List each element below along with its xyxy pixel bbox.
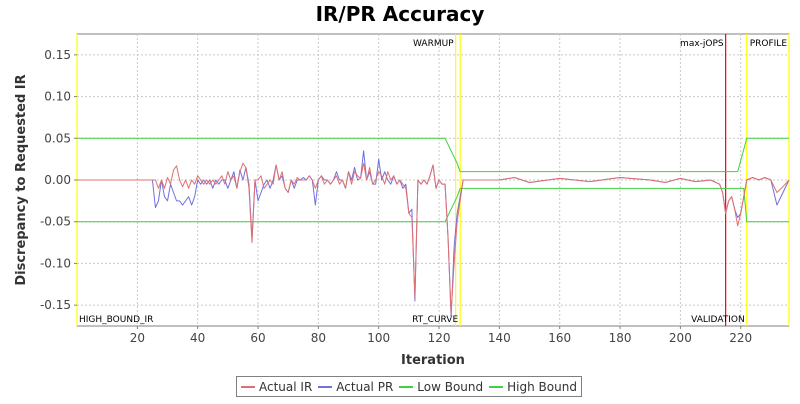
- legend-swatch-actual-ir: [241, 385, 255, 388]
- legend-item-actual-pr: Actual PR: [318, 380, 393, 394]
- x-tick-label: 80: [311, 331, 326, 345]
- marker-label: PROFILE: [750, 39, 788, 49]
- x-tick-label: 220: [729, 331, 752, 345]
- legend-swatch-high-bound: [489, 385, 504, 388]
- legend-swatch-low-bound: [399, 385, 414, 388]
- series-line-low-bound: [77, 187, 789, 223]
- x-tick-label: 40: [190, 331, 205, 345]
- marker-label: VALIDATION: [691, 315, 745, 325]
- legend-swatch-actual-pr: [318, 385, 333, 388]
- legend-label-low-bound: Low Bound: [417, 379, 484, 394]
- y-axis-title: Discrepancy to Requested IR: [14, 74, 29, 285]
- legend-label-actual-pr: Actual PR: [336, 379, 394, 394]
- x-tick-label: 120: [428, 331, 451, 345]
- legend-item-actual-ir: Actual IR: [241, 380, 312, 394]
- x-tick-label: 200: [669, 331, 692, 345]
- legend-item-low-bound: Low Bound: [399, 380, 483, 394]
- y-tick-label: -0.10: [40, 256, 71, 270]
- x-axis-title: Iteration: [401, 353, 465, 368]
- y-tick-label: 0.15: [44, 48, 71, 62]
- series-lines: [77, 137, 790, 319]
- x-tick-label: 180: [609, 331, 632, 345]
- y-tick-label: 0.10: [44, 90, 71, 104]
- marker-label: HIGH_BOUND_IR: [79, 315, 153, 325]
- series-line-actual-ir: [77, 162, 790, 314]
- x-tick-label: 160: [548, 331, 571, 345]
- legend-label-actual-ir: Actual IR: [259, 379, 313, 394]
- x-tick-label: 20: [130, 331, 145, 345]
- legend-label-high-bound: High Bound: [507, 379, 577, 394]
- marker-label: RT_CURVE: [412, 315, 458, 325]
- axes: 20 40 60 80 100 120 140 160 180 200 220 0.15 0.10 0.0…: [40, 48, 752, 345]
- markers: HIGH_BOUND_IR WARMUP RT_CURVE max-jOPS VALID…: [76, 34, 790, 326]
- marker-label: WARMUP: [413, 39, 454, 49]
- x-tick-label: 60: [250, 331, 265, 345]
- y-tick-label: 0.00: [44, 173, 71, 187]
- legend-item-high-bound: High Bound: [489, 380, 577, 394]
- x-tick-label: 140: [488, 331, 511, 345]
- legend: Actual IR Actual PR Low Bound High Bound: [236, 376, 582, 397]
- x-tick-label: 100: [367, 331, 390, 345]
- series-line-high-bound: [77, 137, 789, 173]
- y-tick-label: -0.05: [40, 215, 71, 229]
- y-tick-label: -0.15: [40, 298, 71, 312]
- y-tick-label: 0.05: [44, 131, 71, 145]
- marker-label: max-jOPS: [680, 39, 724, 49]
- chart-title: IR/PR Accuracy: [316, 2, 485, 26]
